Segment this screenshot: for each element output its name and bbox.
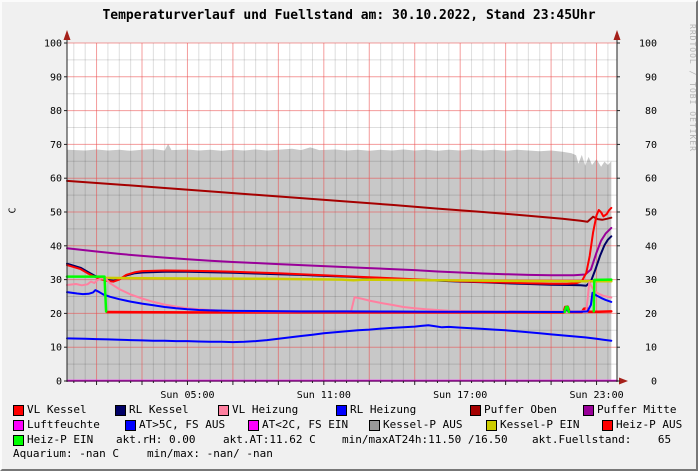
y-tick-label-right: 100 — [639, 39, 657, 50]
legend-swatch-vl-kessel — [13, 405, 24, 416]
legend-swatch-heiz-p-aus — [602, 420, 613, 431]
legend-label-heiz-p-aus: Heiz-P AUS — [616, 418, 683, 431]
chart-plot-area: 0 0 10 10 20 20 30 30 40 40 50 50 60 60 70 70 80 80 90 90 10… — [44, 30, 657, 400]
series-kessel-p-ein — [105, 276, 613, 283]
legend-label-min-maxat24h-11-50-16-50: min/maxAT24h:11.50 /16.50 — [342, 433, 508, 446]
legend-label-heiz-p-ein: Heiz-P EIN — [27, 433, 94, 446]
legend-swatch-puffer-mitte — [583, 405, 594, 416]
y-tick-label: 80 — [50, 106, 62, 117]
legend-label-rl-kessel: RL Kessel — [129, 403, 189, 416]
legend-swatch-rl-heizung — [336, 405, 347, 416]
series-heiz-p-ein — [592, 278, 613, 313]
legend-swatch-kessel-p-aus — [369, 420, 380, 431]
arrow-y-right — [613, 30, 621, 40]
y-tick-label-right: 20 — [645, 309, 657, 320]
legend-swatch-puffer-oben — [470, 405, 481, 416]
series-puffer-oben — [66, 179, 613, 223]
rrdtool-watermark: RRDTOOL / TOBI OETIKER — [688, 24, 697, 152]
x-tick-label: Sun 17:00 — [433, 390, 487, 400]
y-tick-label: 100 — [44, 39, 62, 50]
legend-label-kessel-p-aus: Kessel-P AUS — [383, 418, 463, 431]
x-tick-label: Sun 05:00 — [160, 390, 214, 400]
y-tick-label: 30 — [50, 275, 62, 286]
y-tick-label: 40 — [50, 241, 62, 252]
legend-swatch-heiz-p-ein — [13, 435, 24, 446]
y-tick-label: 60 — [50, 174, 62, 185]
legend-label-vl-kessel: VL Kessel — [27, 403, 87, 416]
series-fuellstand-area — [67, 143, 612, 381]
legend-label-rl-heizung: RL Heizung — [350, 403, 417, 416]
y-tick-label-right: 30 — [645, 275, 657, 286]
legend-swatch-at-2c-fs-ein — [248, 420, 259, 431]
y-tick-label-right: 60 — [645, 174, 657, 185]
y-tick-label: 20 — [50, 309, 62, 320]
legend-swatch-luftfeuchte — [13, 420, 24, 431]
legend-swatch-vl-heizung — [218, 405, 229, 416]
y-tick-label: 50 — [50, 208, 62, 219]
legend-label-akt-rh-0-00: akt.rH: 0.00 — [116, 433, 196, 446]
series-vl-kessel — [66, 206, 613, 285]
legend-swatch-kessel-p-ein — [486, 420, 497, 431]
series-at-aussentemperatur — [66, 324, 613, 344]
x-tick-label: Sun 23:00 — [569, 390, 623, 400]
y-tick-label-right: 50 — [645, 208, 657, 219]
y-tick-label-right: 70 — [645, 140, 657, 151]
series-heiz-p-ein — [563, 305, 571, 314]
arrow-y-left — [63, 30, 71, 40]
chart-title: Temperaturverlauf und Fuellstand am: 30.… — [102, 8, 596, 23]
legend-label-aquarium-nan-c: Aquarium: -nan C — [13, 447, 119, 460]
legend-label-akt-at-11-62-c: akt.AT:11.62 C — [223, 433, 316, 446]
series-rl-heizung — [66, 289, 613, 313]
legend-label-akt-fuellstand-65: akt.Fuellstand: 65 — [532, 433, 672, 446]
legend-label-at-2c-fs-ein: AT<2C, FS EIN — [262, 418, 349, 431]
y-tick-label: 0 — [56, 377, 62, 388]
legend-label-kessel-p-ein: Kessel-P EIN — [500, 418, 580, 431]
y-tick-label-right: 0 — [651, 377, 657, 388]
series-heiz-p-ein — [65, 275, 108, 313]
legend-label-at-5c-fs-aus: AT>5C, FS AUS — [139, 418, 226, 431]
legend-label-luftfeuchte: Luftfeuchte — [27, 418, 100, 431]
y-tick-label-right: 40 — [645, 241, 657, 252]
y-tick-label: 90 — [50, 72, 62, 83]
legend-label-vl-heizung: VL Heizung — [232, 403, 299, 416]
arrow-x — [619, 377, 628, 385]
legend-swatch-rl-kessel — [115, 405, 126, 416]
legend-swatch-at-5c-fs-aus — [125, 420, 136, 431]
x-tick-label: Sun 11:00 — [297, 390, 351, 400]
y-tick-label: 10 — [50, 343, 62, 354]
y-tick-label: 70 — [50, 140, 62, 151]
y-tick-label-right: 80 — [645, 106, 657, 117]
y-tick-label-right: 90 — [645, 72, 657, 83]
y-tick-label-right: 10 — [645, 343, 657, 354]
legend-label-puffer-oben: Puffer Oben — [484, 403, 557, 416]
legend-label-min-max-nan-nan: min/max: -nan/ -nan — [147, 447, 273, 460]
legend-label-puffer-mitte: Puffer Mitte — [597, 403, 677, 416]
